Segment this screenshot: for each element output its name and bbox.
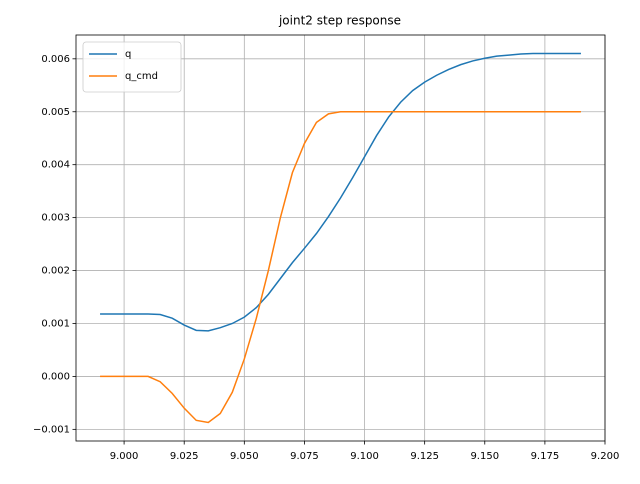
y-tick-label: 0.002 xyxy=(41,266,70,277)
x-tick-label: 9.150 xyxy=(470,451,499,462)
x-tick-label: 9.075 xyxy=(290,451,319,462)
plot-frame xyxy=(75,34,606,442)
x-tick-label: 9.025 xyxy=(170,451,199,462)
chart-title: joint2 step response xyxy=(278,14,401,28)
x-tick-label: 9.000 xyxy=(110,451,139,462)
x-tick-label: 9.125 xyxy=(410,451,439,462)
y-tick-label: 0.001 xyxy=(41,318,70,329)
y-tick-label: 0.000 xyxy=(41,371,70,382)
y-tick-label: 0.004 xyxy=(41,160,70,171)
line xyxy=(100,52,581,332)
y-tick-label: −0.001 xyxy=(33,424,70,435)
x-tick-label: 9.100 xyxy=(350,451,379,462)
legend-box xyxy=(82,41,182,93)
x-tick-label: 9.175 xyxy=(531,451,560,462)
line xyxy=(100,111,581,424)
x-tick-label: 9.050 xyxy=(230,451,259,462)
legend-label: q_cmd xyxy=(125,71,158,82)
y-tick-label: 0.003 xyxy=(41,213,70,224)
y-tick-label: 0.006 xyxy=(41,54,70,65)
legend-label: q xyxy=(125,49,131,60)
x-tick-label: 9.200 xyxy=(591,451,620,462)
y-tick-label: 0.005 xyxy=(41,107,70,118)
